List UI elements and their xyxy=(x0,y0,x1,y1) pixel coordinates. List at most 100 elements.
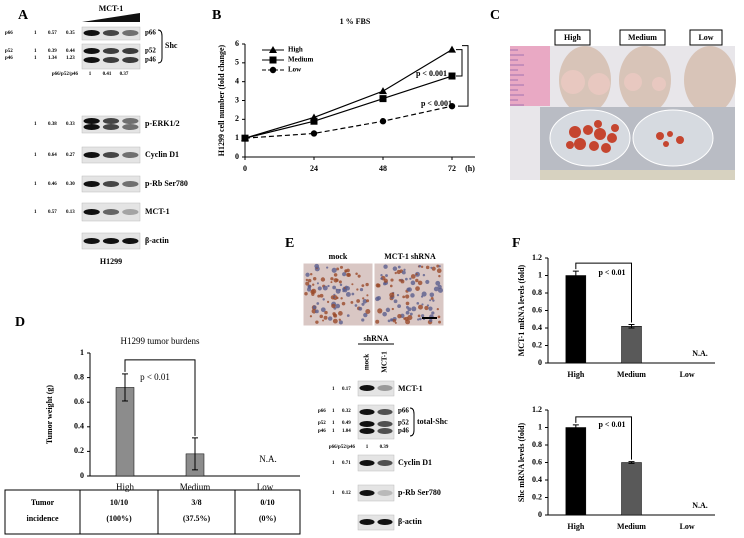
ihc-cell xyxy=(361,302,365,306)
y-axis-label: Tumor weight (g) xyxy=(45,385,54,444)
ihc-cell xyxy=(346,272,351,277)
band-label: p46 xyxy=(398,427,409,435)
blot-band xyxy=(122,181,139,187)
series-line xyxy=(244,105,453,139)
x-tick-label: High xyxy=(116,482,135,492)
x-tick-label: High xyxy=(567,522,584,531)
ihc-cell xyxy=(357,274,361,278)
ihc-cell xyxy=(438,265,441,268)
ihc-cell xyxy=(429,318,433,323)
tumor xyxy=(652,77,666,91)
ihc-cell xyxy=(401,270,406,275)
group-label: total-Shc xyxy=(417,417,448,426)
ihc-cell xyxy=(343,288,348,293)
ihc-cell xyxy=(375,319,380,324)
quant-value: 1 xyxy=(34,49,37,54)
ihc-label: MCT-1 shRNA xyxy=(384,252,436,261)
ihc-cell xyxy=(410,293,415,298)
tumor xyxy=(569,126,581,138)
quant-value: 0.30 xyxy=(66,182,75,187)
ihc-cell xyxy=(333,296,336,299)
wedge xyxy=(82,13,140,22)
chart-title: 1 % FBS xyxy=(340,17,371,26)
ihc-cell xyxy=(421,291,427,297)
bracket xyxy=(124,359,196,436)
band-label: MCT-1 xyxy=(145,207,170,216)
blot-band xyxy=(83,30,100,36)
ihc-cell xyxy=(436,307,439,311)
blot-band xyxy=(359,421,375,427)
ihc-cell xyxy=(319,314,324,319)
ihc-cell xyxy=(418,264,422,268)
blot-band xyxy=(377,460,393,466)
band-label: MCT-1 xyxy=(398,384,423,393)
blot-band xyxy=(359,519,375,525)
blot-band xyxy=(83,57,100,63)
blot-band xyxy=(122,57,139,63)
ihc-cell xyxy=(338,320,343,325)
ihc-cell xyxy=(405,310,410,315)
quant-value: p66 xyxy=(318,409,326,414)
ihc-cell xyxy=(314,263,320,269)
ihc-cell xyxy=(326,266,329,269)
ihc-cell xyxy=(361,284,365,288)
ihc-cell xyxy=(405,277,408,281)
quant-value: 0.46 xyxy=(48,182,57,187)
quant-value: 1 xyxy=(332,387,335,392)
ihc-cell xyxy=(418,304,423,310)
ruler xyxy=(510,46,550,106)
ihc-cell xyxy=(327,316,333,321)
ihc-cell xyxy=(410,274,416,279)
marker xyxy=(379,118,387,125)
mouse xyxy=(619,46,671,114)
quant-value: 0.64 xyxy=(48,153,57,158)
lane-label: MCT-1 xyxy=(381,351,389,373)
ihc-cell xyxy=(362,297,365,300)
ihc-cell xyxy=(396,269,401,275)
blot-band xyxy=(83,118,100,124)
ihc-cell xyxy=(380,274,383,277)
blot-band xyxy=(83,181,100,187)
quant-value: 0.49 xyxy=(342,421,351,426)
ihc-cell xyxy=(338,280,342,284)
ihc-cell xyxy=(438,320,441,324)
ihc-cell xyxy=(361,318,365,322)
mouse xyxy=(559,46,611,114)
annotation: p < 0.01 xyxy=(140,372,170,382)
group-box xyxy=(689,29,723,46)
lane-label: mock xyxy=(363,354,371,370)
marker xyxy=(269,56,277,64)
blot-band xyxy=(377,428,393,434)
quant-value: 1 xyxy=(34,210,37,215)
ihc-cell xyxy=(393,299,398,304)
group-box xyxy=(554,29,591,46)
ihc-cell xyxy=(380,277,383,280)
ihc-cell xyxy=(332,285,336,290)
blot-band xyxy=(102,48,120,54)
ihc-cell xyxy=(363,312,368,318)
table-cell: 3/8 xyxy=(191,498,201,507)
ihc-cell xyxy=(422,273,426,277)
tumor xyxy=(594,120,602,128)
ihc-cell xyxy=(362,299,368,304)
quant-value: 0.41 xyxy=(103,72,112,77)
ihc-cell xyxy=(394,321,397,324)
annotation: p < 0.01 xyxy=(598,268,625,277)
band-label: p52 xyxy=(398,419,409,427)
ihc-cell xyxy=(409,312,413,316)
quant-value: 0.38 xyxy=(48,122,57,127)
x-tick-label: 24 xyxy=(310,164,318,173)
quant-value: 1 xyxy=(34,153,37,158)
ihc-cell xyxy=(356,288,359,291)
y-axis-label: H1299 cell number (fold change) xyxy=(217,44,226,156)
ihc-cell xyxy=(305,281,310,286)
tumor xyxy=(611,124,619,132)
ihc-cell xyxy=(327,284,330,288)
x-tick-label: Low xyxy=(257,482,274,492)
ihc-cell xyxy=(309,272,313,276)
y-axis-label: MCT-1 mRNA levels (fold) xyxy=(517,264,526,356)
bracket xyxy=(575,262,632,323)
y-tick-label: 0.4 xyxy=(532,323,542,332)
quant-value: 0.33 xyxy=(66,122,75,127)
brace xyxy=(157,29,163,64)
